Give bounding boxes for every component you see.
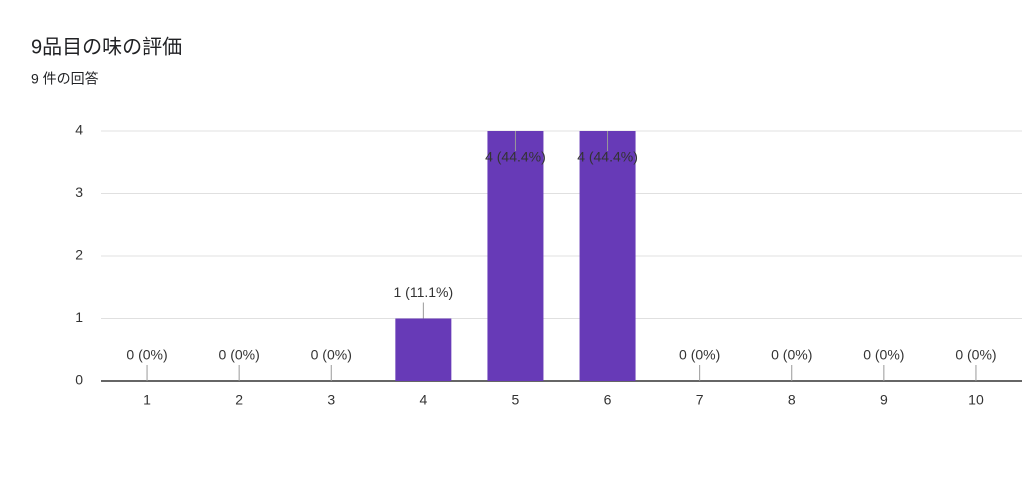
y-tick-label: 3 bbox=[75, 184, 83, 200]
bar bbox=[395, 318, 452, 381]
value-label: 0 (0%) bbox=[126, 347, 167, 363]
y-tick-label: 0 bbox=[75, 372, 83, 388]
value-label: 0 (0%) bbox=[311, 347, 352, 363]
x-tick-label: 7 bbox=[696, 392, 704, 408]
chart-subtitle: 9 件の回答 bbox=[31, 71, 99, 87]
x-tick-label: 10 bbox=[968, 392, 984, 408]
value-label: 0 (0%) bbox=[771, 347, 812, 363]
x-tick-label: 3 bbox=[327, 392, 335, 408]
x-tick-label: 2 bbox=[235, 392, 243, 408]
y-tick-label: 2 bbox=[75, 247, 83, 263]
bar bbox=[487, 131, 544, 381]
value-label: 0 (0%) bbox=[219, 347, 260, 363]
value-label: 0 (0%) bbox=[955, 347, 996, 363]
x-tick-label: 5 bbox=[512, 392, 520, 408]
value-label: 4 (44.4%) bbox=[485, 149, 546, 165]
chart-title: 9品目の味の評価 bbox=[31, 35, 182, 58]
y-tick-label: 4 bbox=[75, 122, 83, 138]
value-label: 1 (11.1%) bbox=[394, 284, 454, 300]
x-tick-label: 6 bbox=[604, 392, 612, 408]
x-tick-label: 9 bbox=[880, 392, 888, 408]
value-label: 0 (0%) bbox=[679, 347, 720, 363]
x-tick-label: 4 bbox=[419, 392, 427, 408]
x-tick-label: 8 bbox=[788, 392, 796, 408]
value-label: 4 (44.4%) bbox=[577, 149, 638, 165]
y-tick-label: 1 bbox=[75, 309, 83, 325]
bar bbox=[579, 131, 636, 381]
x-tick-label: 1 bbox=[143, 392, 151, 408]
value-label: 0 (0%) bbox=[863, 347, 904, 363]
